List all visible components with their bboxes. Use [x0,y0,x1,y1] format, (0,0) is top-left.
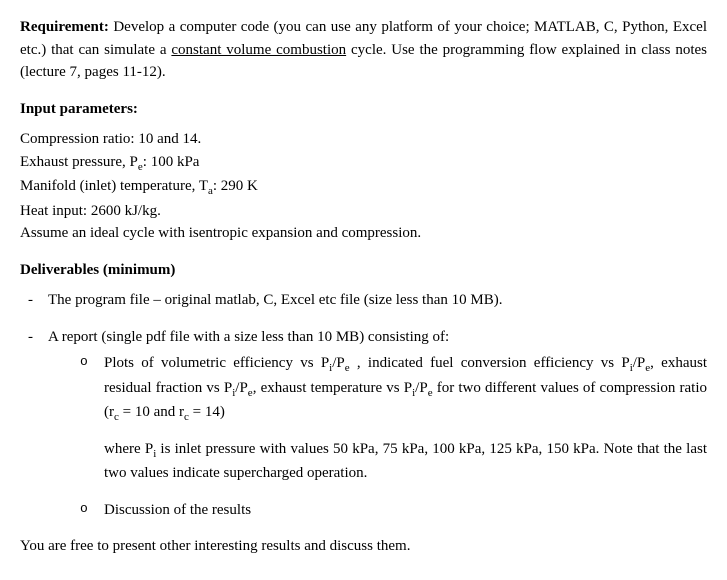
requirement-underlined: constant volume combustion [171,42,346,58]
deliverables-dash-list: The program file – original matlab, C, E… [20,289,707,521]
input-params-heading: Input parameters: [20,98,707,121]
plots-sub: where Pi is inlet pressure with values 5… [104,438,707,485]
input-item: Assume an ideal cycle with isentropic ex… [20,222,707,245]
deliverables-heading: Deliverables (minimum) [20,259,707,282]
closing-paragraph: You are free to present other interestin… [20,535,707,558]
list-item: Discussion of the results [104,499,707,522]
list-item: Plots of volumetric efficiency vs Pi/Pe … [104,352,707,485]
input-params-list: Compression ratio: 10 and 14. Exhaust pr… [20,128,707,245]
input-item: Exhaust pressure, Pe: 100 kPa [20,151,707,176]
input-item: Manifold (inlet) temperature, Ta: 290 K [20,175,707,200]
input-item: Compression ratio: 10 and 14. [20,128,707,151]
requirement-label: Requirement: [20,19,109,35]
requirement-paragraph: Requirement: Develop a computer code (yo… [20,16,707,84]
list-item: A report (single pdf file with a size le… [48,326,707,522]
list-item: The program file – original matlab, C, E… [48,289,707,312]
input-item: Heat input: 2600 kJ/kg. [20,200,707,223]
deliverables-circ-list: Plots of volumetric efficiency vs Pi/Pe … [48,352,707,521]
plots-main: Plots of volumetric efficiency vs Pi/Pe … [104,352,707,426]
